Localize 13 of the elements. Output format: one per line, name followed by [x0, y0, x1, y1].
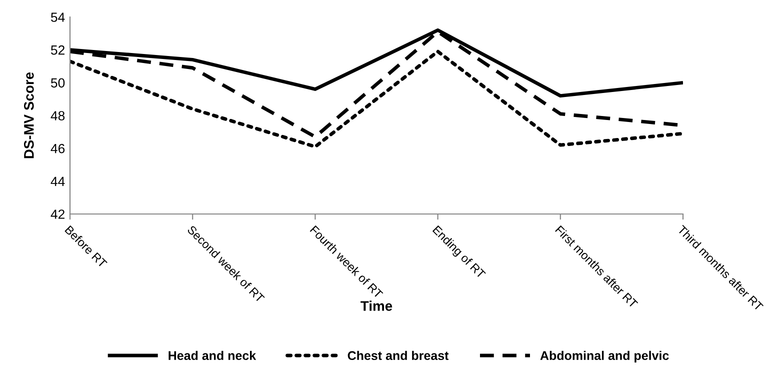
y-tick-label: 48 [50, 111, 65, 120]
y-axis-title: DS-MV Score [24, 72, 34, 158]
x-axis-title: Time [360, 300, 392, 311]
legend-label: Chest and breast [348, 350, 449, 360]
y-tick-label: 52 [50, 45, 64, 55]
y-tick-label: 54 [50, 12, 65, 22]
y-tick-label: 44 [50, 176, 65, 186]
y-tick-label: 42 [50, 210, 64, 219]
y-tick-label: 50 [50, 78, 65, 88]
y-tick-label: 46 [50, 144, 65, 154]
legend-label: Head and neck [168, 350, 256, 360]
line-series [70, 50, 683, 148]
legend-label: Abdominal and pelvic [540, 350, 669, 362]
